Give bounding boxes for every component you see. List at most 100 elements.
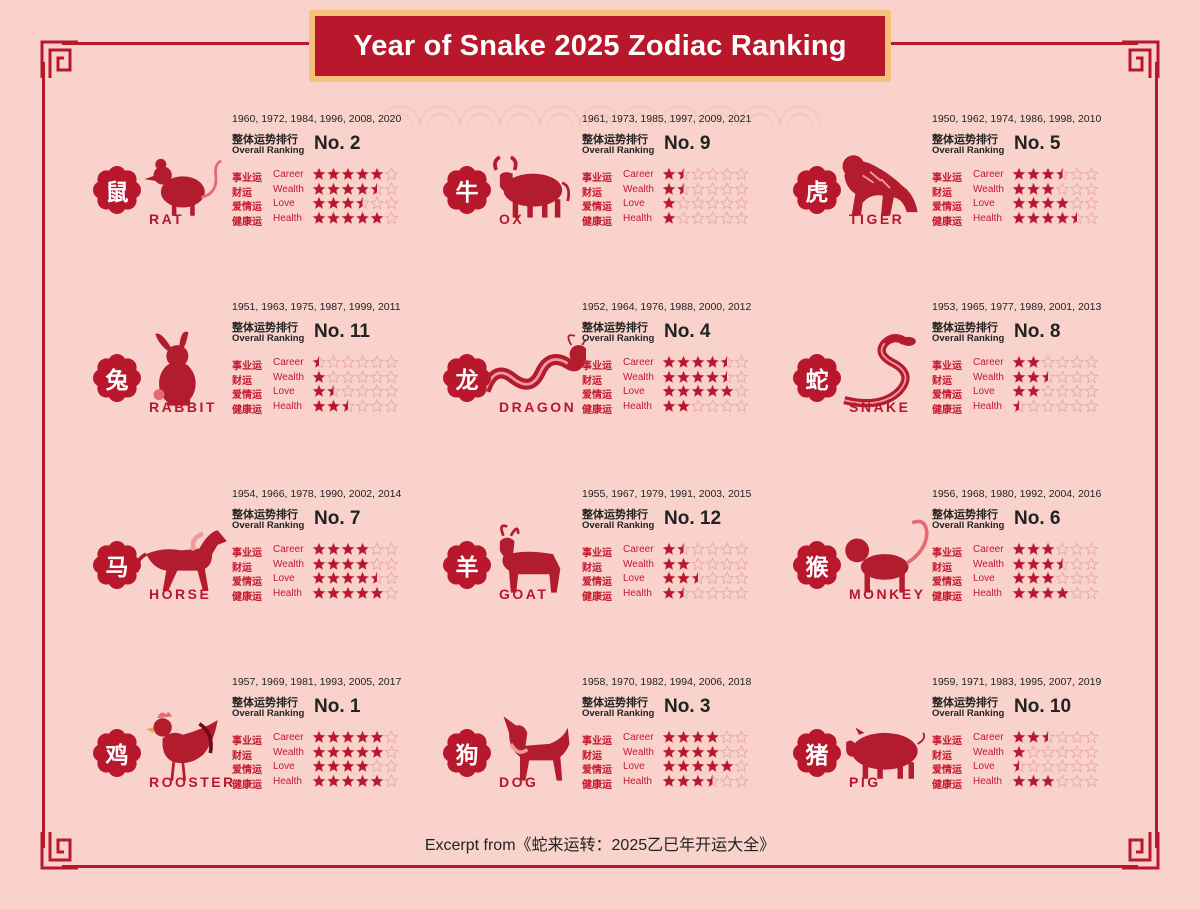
overall-ranking-label-cn: 整体运势排行 [232, 697, 298, 709]
rating-label-en: Health [973, 776, 1002, 788]
rating-label-en: Wealth [273, 558, 304, 570]
rating-row-career: 事业运 Career [232, 167, 402, 184]
rating-label-cn: 财运 [232, 375, 252, 387]
rating-label-en: Love [623, 573, 645, 585]
overall-ranking-label-cn: 整体运势排行 [582, 509, 648, 521]
page-title: Year of Snake 2025 Zodiac Ranking [315, 16, 885, 76]
rating-row-health: 健康运 Health [582, 586, 752, 603]
overall-rank: No. 11 [314, 321, 370, 342]
zodiac-chinese-char: 鸡 [105, 742, 129, 768]
star-rating-icon [312, 571, 400, 585]
rating-label-en: Love [273, 573, 295, 585]
zodiac-english-name: DRAGON [499, 399, 577, 415]
rating-row-health: 健康运 Health [582, 211, 752, 228]
zodiac-years: 1952, 1964, 1976, 1988, 2000, 2012 [582, 301, 752, 313]
zodiac-card-pig: 猪 PIG 1959, 1971, 1983, 1995, 2007, 2019 整体… [792, 676, 1122, 826]
zodiac-chinese-char: 羊 [455, 554, 479, 580]
rating-label-en: Love [273, 386, 295, 398]
zodiac-card-tiger: 虎 TIGER 1950, 1962, 1974, 1986, 1998, 2010… [792, 113, 1122, 263]
rating-row-wealth: 财运 Wealth [582, 744, 752, 762]
fortune-ratings: 事业运 Career 财运 Wealth 爱情运 Love 健康运 Health [932, 542, 1102, 603]
rating-label-cn: 财运 [932, 562, 952, 574]
zodiac-chinese-char: 牛 [455, 179, 479, 205]
rating-label-en: Career [973, 544, 1004, 555]
rating-row-health: 健康运 Health [932, 586, 1102, 603]
rating-label-en: Love [973, 573, 995, 585]
rating-label-cn: 健康运 [932, 780, 962, 792]
zodiac-card-ox: 牛 OX 1961, 1973, 1985, 1997, 2009, 2021 整体运… [442, 113, 772, 263]
rating-row-career: 事业运 Career [232, 730, 402, 747]
rating-label-en: Health [973, 401, 1002, 413]
fortune-ratings: 事业运 Career 财运 Wealth 爱情运 Love 健康运 Health [582, 730, 752, 791]
overall-ranking-label-cn: 整体运势排行 [582, 134, 648, 146]
title-banner: Year of Snake 2025 Zodiac Ranking [309, 10, 891, 82]
overall-rank: No. 5 [1014, 133, 1061, 154]
rating-label-cn: 爱情运 [582, 390, 612, 402]
zodiac-chinese-char: 狗 [455, 742, 479, 768]
rating-label-cn: 爱情运 [232, 577, 262, 589]
star-rating-icon [312, 730, 400, 744]
zodiac-chinese-char: 猴 [805, 554, 829, 580]
star-rating-icon [312, 774, 400, 788]
overall-ranking-label-en: Overall Ranking [582, 333, 655, 344]
fortune-ratings: 事业运 Career 财运 Wealth 爱情运 Love 健康运 Health [582, 542, 752, 603]
zodiac-english-name: RABBIT [149, 399, 217, 415]
zodiac-english-name: SNAKE [849, 399, 911, 415]
overall-ranking-label-cn: 整体运势排行 [582, 697, 648, 709]
star-rating-icon [1012, 384, 1100, 398]
rating-label-en: Career [973, 357, 1004, 368]
rooster-icon [146, 712, 218, 781]
zodiac-english-name: GOAT [499, 586, 549, 602]
star-rating-icon [312, 556, 400, 571]
overall-ranking-label-cn: 整体运势排行 [232, 322, 298, 334]
zodiac-english-name: RAT [149, 211, 185, 227]
medal-badge-icon [792, 540, 842, 590]
medal-badge-icon [442, 728, 492, 778]
rating-label-cn: 财运 [932, 375, 952, 387]
rating-label-cn: 爱情运 [232, 390, 262, 402]
overall-ranking-label-cn: 整体运势排行 [932, 322, 998, 334]
rating-label-en: Love [623, 386, 645, 398]
rating-row-health: 健康运 Health [582, 774, 752, 791]
star-rating-icon [312, 211, 400, 225]
rating-label-cn: 事业运 [932, 173, 962, 184]
rating-label-cn: 财运 [932, 187, 952, 199]
rating-label-cn: 健康运 [932, 217, 962, 229]
overall-ranking-label-cn: 整体运势排行 [932, 509, 998, 521]
rating-row-career: 事业运 Career [582, 355, 752, 372]
rating-row-health: 健康运 Health [232, 586, 402, 603]
rating-label-cn: 健康运 [582, 405, 612, 417]
star-rating-icon [662, 211, 750, 225]
star-rating-icon [1012, 542, 1100, 556]
medal-badge-icon [92, 728, 142, 778]
rating-label-en: Love [273, 198, 295, 210]
rating-label-en: Career [273, 544, 304, 555]
overall-ranking-label-en: Overall Ranking [232, 333, 305, 344]
medal-badge-icon [792, 728, 842, 778]
star-rating-icon [1012, 556, 1100, 571]
fortune-ratings: 事业运 Career 财运 Wealth 爱情运 Love 健康运 Health [232, 542, 402, 603]
wave-pattern-icon [380, 105, 820, 126]
rating-row-health: 健康运 Health [232, 774, 402, 791]
rating-label-en: Wealth [973, 558, 1004, 570]
zodiac-card-goat: 羊 GOAT 1955, 1967, 1979, 1991, 2003, 2015 整… [442, 488, 772, 638]
rating-label-en: Health [273, 401, 302, 413]
corner-ornament-icon [40, 40, 78, 78]
zodiac-years: 1951, 1963, 1975, 1987, 1999, 2011 [232, 301, 401, 313]
rating-label-cn: 事业运 [932, 736, 962, 747]
rating-label-cn: 爱情运 [932, 390, 962, 402]
fortune-ratings: 事业运 Career 财运 Wealth 爱情运 Love 健康运 Health [582, 167, 752, 228]
overall-ranking-label-en: Overall Ranking [932, 145, 1005, 156]
star-rating-icon [312, 355, 400, 369]
rating-label-cn: 财运 [582, 562, 602, 574]
star-rating-icon [1012, 196, 1100, 210]
zodiac-english-name: OX [499, 211, 525, 227]
star-rating-icon [312, 167, 400, 181]
rating-label-en: Career [273, 732, 304, 743]
rating-label-cn: 爱情运 [932, 765, 962, 777]
medal-badge-icon [792, 353, 842, 403]
rating-label-en: Wealth [273, 371, 304, 383]
overall-rank: No. 12 [664, 508, 722, 529]
medal-badge-icon [92, 165, 142, 215]
overall-ranking-label-en: Overall Ranking [232, 145, 305, 156]
